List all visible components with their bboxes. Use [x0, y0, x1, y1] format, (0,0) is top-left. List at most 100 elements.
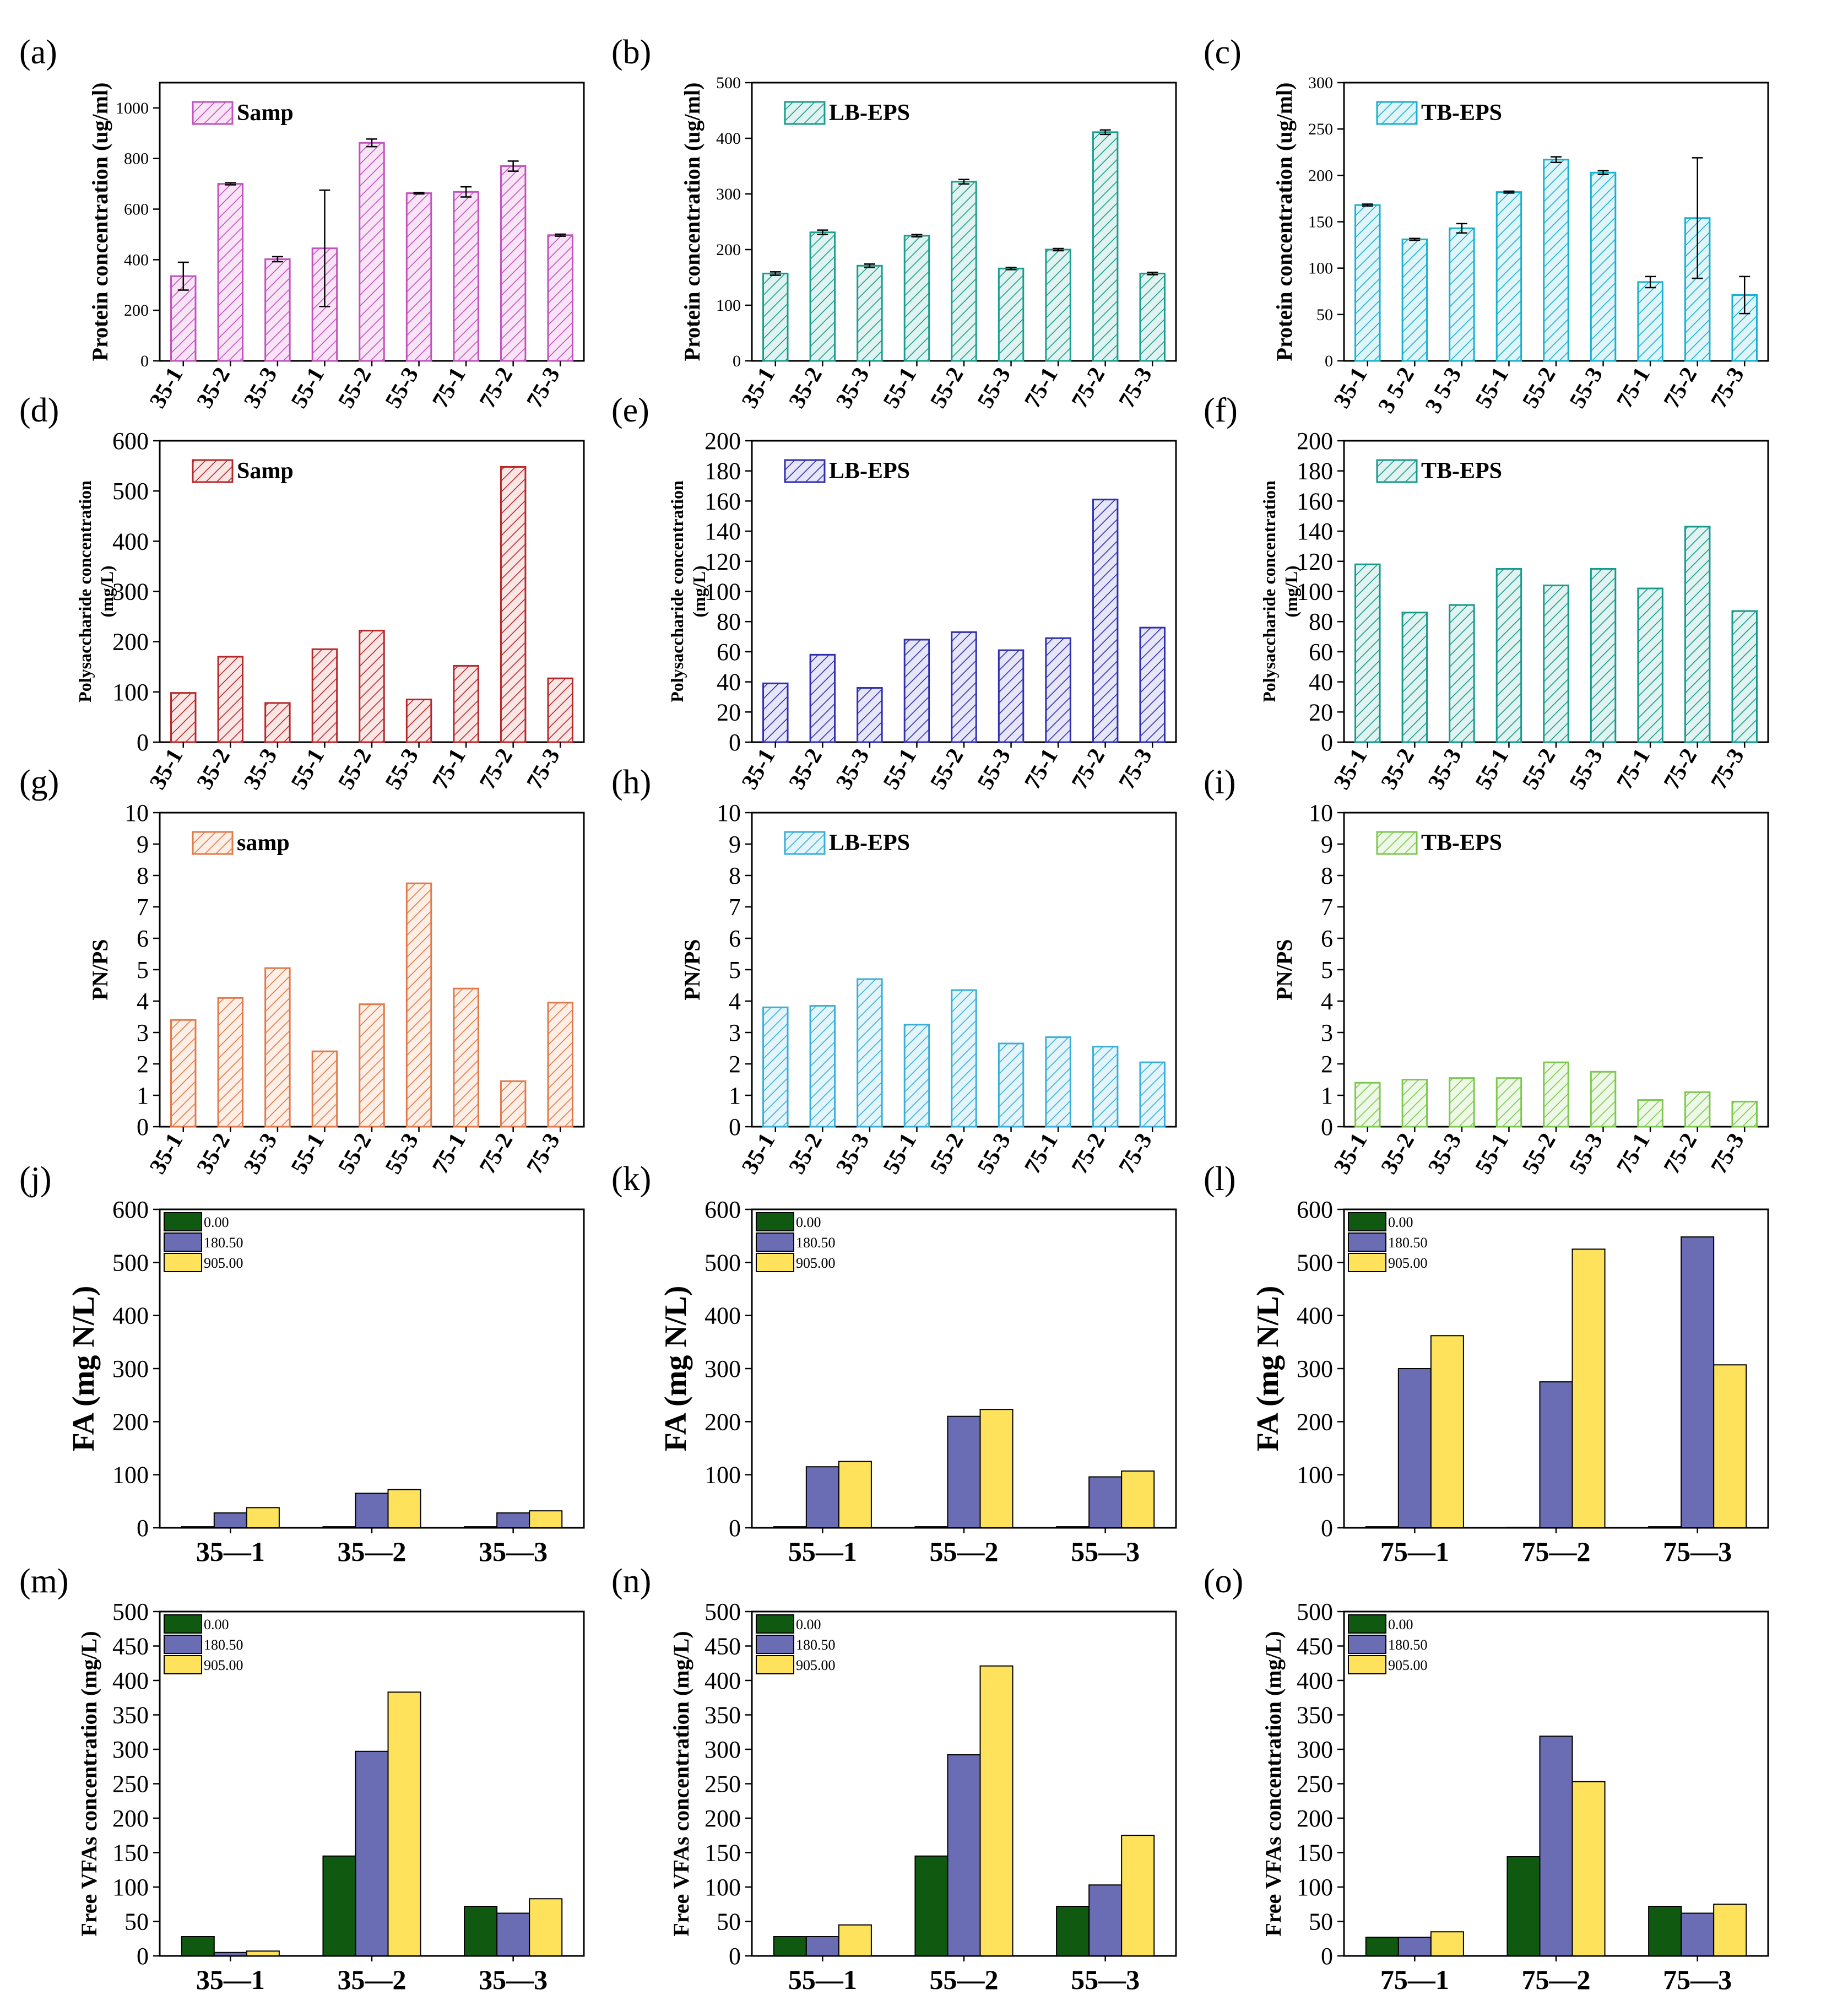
- legend-swatch: [1348, 1212, 1386, 1231]
- x-tick-label: 55-1: [879, 363, 922, 413]
- x-tick-label: 75-1: [1612, 744, 1655, 794]
- y-axis-label: FA (mg N/L): [67, 1286, 101, 1452]
- y-tick-label: 1: [1321, 1082, 1333, 1109]
- y-tick-label: 50: [1309, 1909, 1333, 1936]
- y-tick-label: 3: [137, 1019, 149, 1046]
- chart-panel-h: (h) PN/PS 0 1 2 3 4 5 6 7 8 9 10 35-1 35-2 35-3 55-1 55-2…: [611, 764, 1177, 1179]
- x-tick-label: 75-2: [1067, 744, 1110, 794]
- x-tick-label: 3 5-3: [1421, 363, 1467, 418]
- x-tick-label: 55-2: [333, 363, 376, 413]
- y-tick-label: 350: [704, 1702, 741, 1729]
- y-tick-label: 0: [140, 352, 149, 370]
- bar: [1681, 1236, 1715, 1528]
- bar: [170, 692, 197, 743]
- legend-swatch: [164, 1253, 202, 1272]
- legend-label: 0.00: [204, 1214, 229, 1230]
- bar: [1139, 626, 1166, 743]
- x-tick-label: 55-1: [879, 744, 922, 794]
- bar: [947, 1415, 981, 1528]
- x-tick-label: 55-2: [925, 744, 968, 794]
- bar: [1092, 499, 1119, 743]
- bar: [1449, 1077, 1475, 1128]
- x-tick-label: 35-1: [1329, 363, 1372, 413]
- x-tick-label: 75-1: [1020, 1129, 1063, 1179]
- legend-swatch: [756, 1212, 794, 1231]
- bar: [1430, 1335, 1464, 1529]
- bar: [1056, 1526, 1090, 1528]
- bar: [355, 1493, 389, 1528]
- y-tick-label: 400: [716, 129, 741, 148]
- y-tick-label: 450: [112, 1633, 149, 1660]
- x-tick-label: 55-3: [973, 1129, 1016, 1179]
- bar: [1139, 272, 1166, 362]
- y-axis-label: Polysaccharide concentration: [1259, 480, 1279, 702]
- y-axis-label: FA (mg N/L): [1251, 1286, 1285, 1452]
- bar: [1397, 1368, 1432, 1528]
- y-tick-label: 10: [1309, 799, 1333, 826]
- x-tick-label: 35-1: [737, 363, 780, 413]
- y-tick-label: 400: [1297, 1667, 1333, 1694]
- x-tick-label: 75-1: [1612, 1129, 1655, 1179]
- legend-swatch: [164, 1635, 202, 1654]
- y-tick-label: 0: [1321, 729, 1333, 756]
- x-tick-label: 75—3: [1663, 1964, 1732, 1995]
- legend-label: 180.50: [204, 1235, 243, 1251]
- x-tick-label: 55-1: [1471, 363, 1514, 413]
- y-tick-label: 200: [1308, 166, 1333, 185]
- y-tick-label: 250: [1308, 120, 1333, 138]
- x-tick-label: 35-3: [1423, 1129, 1466, 1179]
- chart-panel-i: (i) PN/PS 0 1 2 3 4 5 6 7 8 9 10 35-1 35-2 35-3 55-1 55-2…: [1204, 764, 1769, 1179]
- y-tick-label: 6: [729, 925, 741, 952]
- y-tick-label: 140: [1297, 518, 1333, 545]
- legend-swatch: [192, 831, 234, 855]
- legend-label: LB-EPS: [829, 100, 910, 126]
- chart-panel-g: (g) PN/PS 0 1 2 3 4 5 6 7 8 9 10 35-1 35-2 35-3 55-1 55-2…: [19, 764, 585, 1179]
- panel-label: (n): [611, 1563, 651, 1600]
- y-tick-label: 600: [124, 201, 149, 219]
- legend-label: TB-EPS: [1421, 830, 1502, 856]
- y-tick-label: 500: [112, 478, 149, 505]
- y-axis-label: FA (mg N/L): [659, 1286, 693, 1452]
- y-tick-label: 600: [704, 1196, 741, 1223]
- bar: [464, 1526, 498, 1528]
- bar: [1684, 526, 1711, 743]
- y-tick-label: 2: [1321, 1051, 1333, 1078]
- x-tick-label: 55-3: [1565, 744, 1608, 794]
- bar: [1713, 1904, 1747, 1956]
- bar: [1397, 1937, 1432, 1956]
- y-tick-label: 500: [704, 1598, 741, 1625]
- x-tick-label: 55-2: [333, 744, 376, 794]
- x-tick-label: 35-2: [192, 744, 235, 794]
- bar: [1681, 1912, 1715, 1956]
- x-tick-label: 75-2: [475, 363, 518, 413]
- bar: [838, 1461, 872, 1528]
- bar: [951, 989, 977, 1128]
- y-axis-label: Free VFAs concentration (mg/L): [77, 1631, 101, 1936]
- legend-label: samp: [237, 830, 290, 856]
- x-tick-label: 35-1: [737, 1129, 780, 1179]
- bar: [1571, 1781, 1606, 1956]
- x-tick-label: 55-1: [1471, 1129, 1514, 1179]
- y-tick-label: 400: [1297, 1302, 1333, 1329]
- y-tick-label: 600: [112, 428, 149, 455]
- x-tick-label: 75-2: [1659, 1129, 1702, 1179]
- y-axis-label-unit: (mg/L): [97, 565, 117, 617]
- x-tick-label: 55—3: [1071, 1964, 1140, 1995]
- x-tick-label: 35—1: [196, 1964, 265, 1995]
- y-axis-label-unit: (mg/L): [689, 565, 709, 617]
- bar: [762, 682, 789, 743]
- y-tick-label: 250: [112, 1771, 149, 1798]
- bar: [213, 1951, 247, 1956]
- x-tick-label: 55-3: [381, 744, 424, 794]
- y-tick-label: 100: [704, 1874, 741, 1901]
- x-tick-label: 55-1: [286, 1129, 329, 1179]
- bar: [1648, 1526, 1682, 1528]
- x-tick-label: 35-3: [239, 1129, 282, 1179]
- bar: [359, 142, 385, 362]
- chart-panel-l: (l) FA (mg N/L) 0 100 200 300 400 500 600 75—1 75—…: [1204, 1160, 1769, 1567]
- y-tick-label: 120: [704, 548, 741, 575]
- x-tick-label: 55-2: [333, 1129, 376, 1179]
- panel-label: (o): [1204, 1563, 1243, 1600]
- x-tick-label: 75-3: [1114, 744, 1157, 794]
- y-axis-label: PN/PS: [1272, 939, 1297, 1000]
